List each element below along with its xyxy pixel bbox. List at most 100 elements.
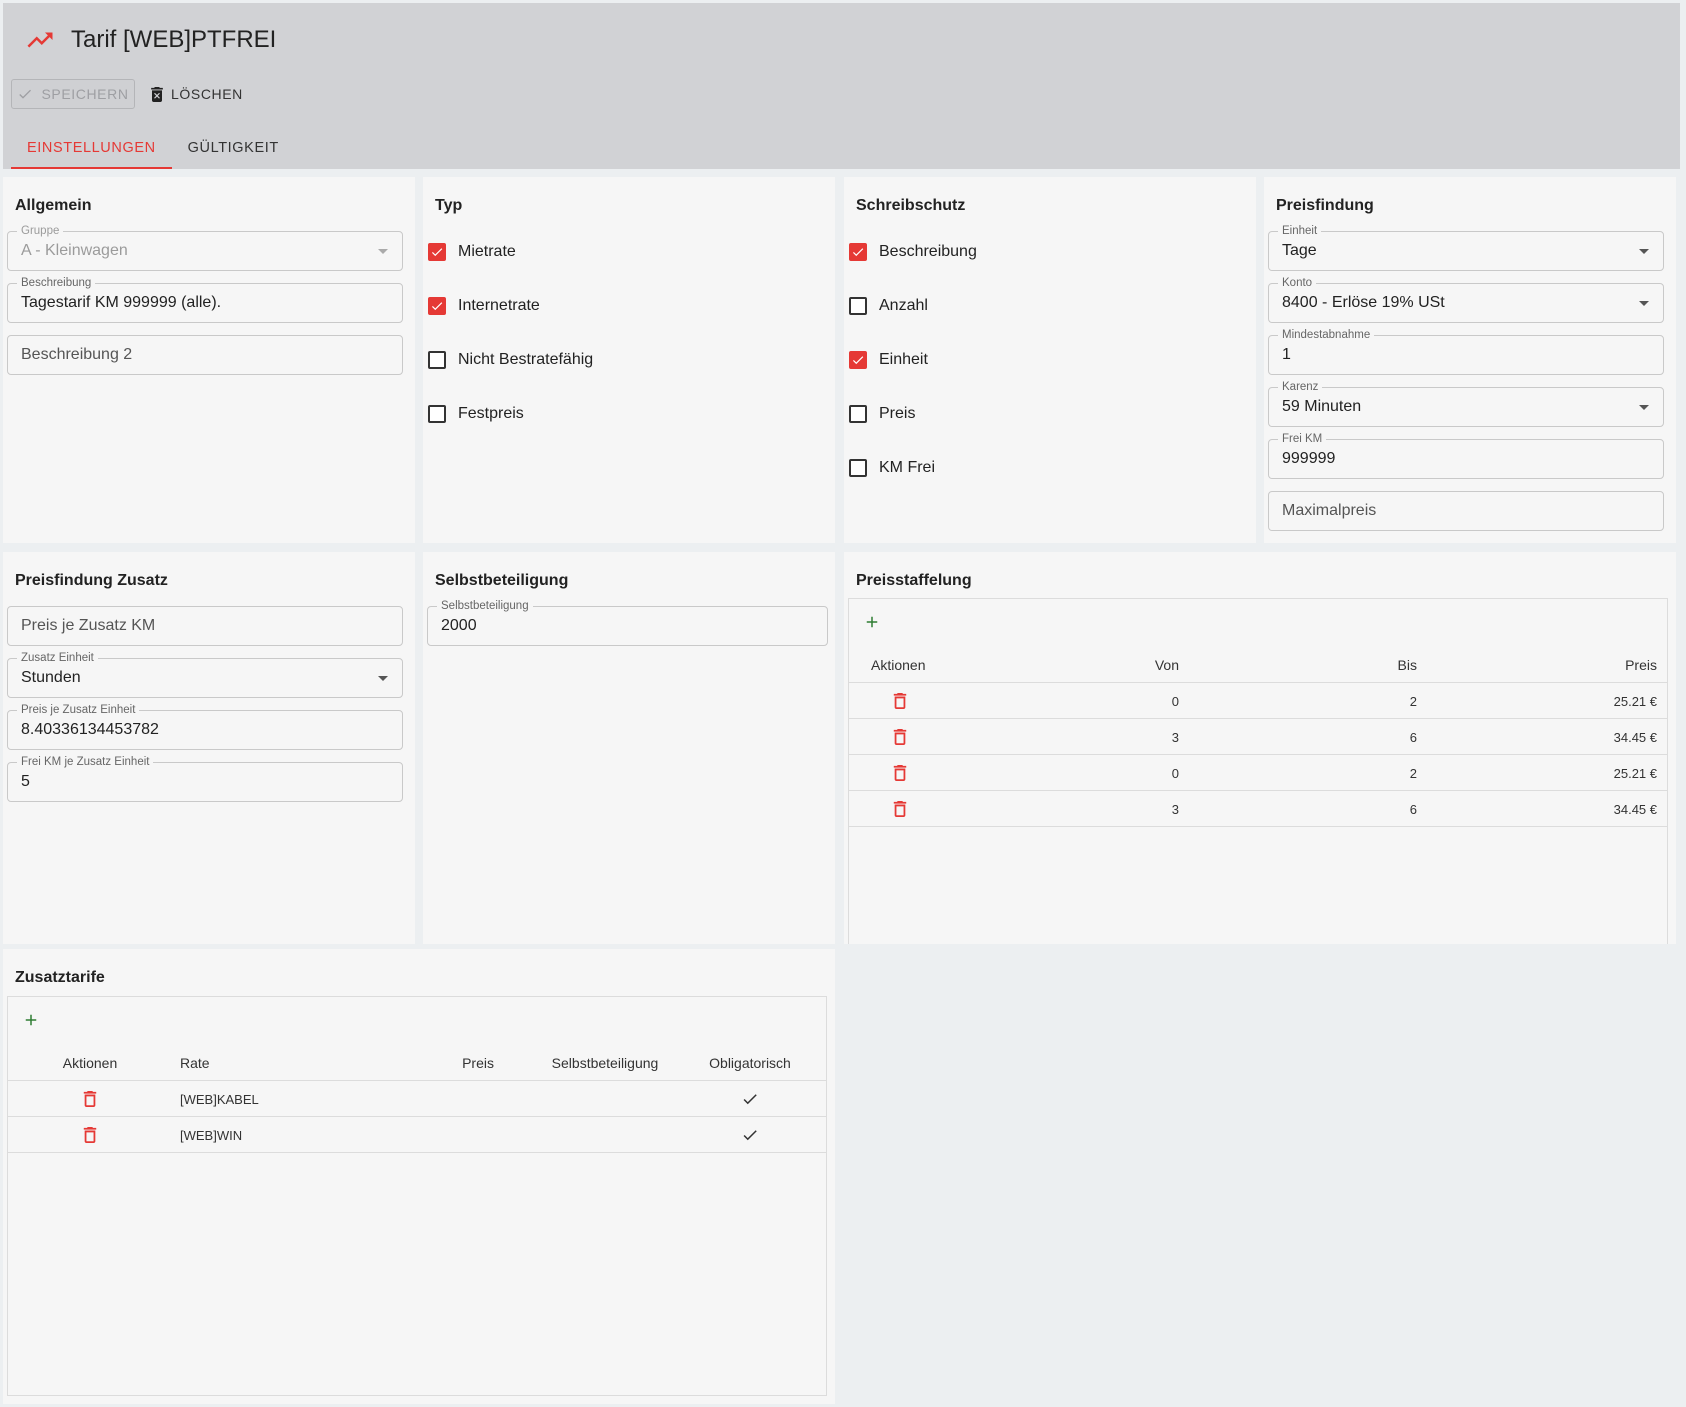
- table-row: 3 6 34.45 €: [849, 791, 1667, 827]
- preis-je-zusatz-einheit-field[interactable]: Preis je Zusatz Einheit 8.40336134453782: [7, 703, 403, 750]
- add-icon[interactable]: [863, 613, 881, 631]
- column-header[interactable]: Selbstbeteiligung: [551, 1055, 659, 1071]
- table-row: 0 2 25.21 €: [849, 683, 1667, 719]
- column-header[interactable]: Aktionen: [871, 657, 926, 673]
- field-placeholder: Maximalpreis: [1282, 502, 1377, 519]
- checkbox-box[interactable]: [428, 405, 446, 423]
- trash-icon[interactable]: [893, 693, 907, 709]
- cell-preis: 34.45 €: [1613, 801, 1657, 817]
- column-header[interactable]: Preis: [1625, 657, 1657, 673]
- trash-icon[interactable]: [893, 729, 907, 745]
- trash-icon[interactable]: [83, 1091, 97, 1107]
- row-actions: [83, 1081, 103, 1117]
- einheit-select[interactable]: Einheit Tage: [1268, 224, 1664, 271]
- tab-gueltigkeit[interactable]: GÜLTIGKEIT: [187, 140, 279, 156]
- checkbox-internetrate[interactable]: Internetrate: [428, 297, 540, 315]
- checkbox-box[interactable]: [428, 297, 446, 315]
- checkbox-box[interactable]: [428, 243, 446, 261]
- checkbox-box[interactable]: [428, 351, 446, 369]
- frei-km-field[interactable]: Frei KM 999999: [1268, 432, 1664, 479]
- checkbox-box[interactable]: [849, 405, 867, 423]
- field-label: Mindestabnahme: [1278, 328, 1375, 342]
- selbstbeteiligung-field[interactable]: Selbstbeteiligung 2000: [427, 599, 828, 646]
- field-value: Tagestarif KM 999999 (alle).: [21, 294, 222, 311]
- row-actions: [893, 755, 913, 791]
- gruppe-select[interactable]: Gruppe A - Kleinwagen: [7, 224, 403, 271]
- column-header[interactable]: Preis: [462, 1055, 494, 1071]
- panel-preisstaffelung: Preisstaffelung Aktionen Von Bis Preis 0…: [844, 552, 1676, 944]
- zusatztarife-table: Aktionen Rate Preis Selbstbeteiligung Ob…: [7, 996, 827, 1396]
- field-value: 1: [1282, 346, 1291, 363]
- add-icon[interactable]: [22, 1011, 40, 1029]
- beschreibung2-field[interactable]: Beschreibung 2: [7, 335, 403, 375]
- checkbox-preis[interactable]: Preis: [849, 405, 915, 423]
- checkbox-label: Einheit: [879, 351, 928, 368]
- field-label: Karenz: [1278, 380, 1323, 394]
- panel-title: Zusatztarife: [15, 969, 105, 986]
- tab-einstellungen[interactable]: EINSTELLUNGEN: [11, 127, 172, 169]
- trash-icon[interactable]: [893, 801, 907, 817]
- panel-title: Typ: [435, 197, 463, 214]
- chevron-down-icon: [378, 249, 388, 254]
- beschreibung-field[interactable]: Beschreibung Tagestarif KM 999999 (alle)…: [7, 276, 403, 323]
- field-value: 999999: [1282, 450, 1336, 467]
- cell-rate: [WEB]KABEL: [180, 1091, 259, 1107]
- field-label: Beschreibung: [17, 276, 96, 290]
- checkbox-km-frei[interactable]: KM Frei: [849, 459, 935, 477]
- column-header[interactable]: Bis: [1397, 657, 1417, 673]
- panel-title: Schreibschutz: [856, 197, 966, 214]
- checkbox-label: Internetrate: [458, 297, 540, 314]
- checkbox-label: Anzahl: [879, 297, 928, 314]
- checkbox-label: Festpreis: [458, 405, 524, 422]
- checkbox-anzahl[interactable]: Anzahl: [849, 297, 928, 315]
- trash-icon[interactable]: [893, 765, 907, 781]
- checkbox-box[interactable]: [849, 459, 867, 477]
- preisstaffelung-table: Aktionen Von Bis Preis 0 2 25.21 € 3 6 3…: [848, 598, 1668, 944]
- save-button[interactable]: SPEICHERN: [11, 79, 135, 109]
- table-header: Aktionen Rate Preis Selbstbeteiligung Ob…: [8, 1045, 826, 1081]
- konto-select[interactable]: Konto 8400 - Erlöse 19% USt: [1268, 276, 1664, 323]
- field-placeholder: Preis je Zusatz KM: [21, 617, 156, 634]
- karenz-select[interactable]: Karenz 59 Minuten: [1268, 380, 1664, 427]
- check-icon: [431, 302, 443, 311]
- checkbox-mietrate[interactable]: Mietrate: [428, 243, 516, 261]
- frei-km-je-zusatz-einheit-field[interactable]: Frei KM je Zusatz Einheit 5: [7, 755, 403, 802]
- checkbox-box[interactable]: [849, 351, 867, 369]
- column-header[interactable]: Aktionen: [62, 1055, 118, 1071]
- preis-je-zusatz-km-field[interactable]: Preis je Zusatz KM: [7, 606, 403, 646]
- column-header[interactable]: Rate: [180, 1055, 210, 1071]
- mindestabnahme-field[interactable]: Mindestabnahme 1: [1268, 328, 1664, 375]
- cell-selbstbeteiligung: [530, 1081, 680, 1117]
- checkbox-label: KM Frei: [879, 459, 935, 476]
- maximalpreis-field[interactable]: Maximalpreis: [1268, 491, 1664, 531]
- delete-button[interactable]: LÖSCHEN: [143, 79, 251, 109]
- field-value: 5: [21, 773, 30, 790]
- panel-title: Preisfindung: [1276, 197, 1374, 214]
- cell-preis: [394, 1081, 494, 1117]
- cell-selbstbeteiligung: [530, 1117, 680, 1153]
- checkbox-nicht-bestratefaehig[interactable]: Nicht Bestratefähig: [428, 351, 593, 369]
- field-label: Frei KM: [1278, 432, 1327, 446]
- column-header[interactable]: Obligatorisch: [709, 1055, 791, 1071]
- trash-icon[interactable]: [83, 1127, 97, 1143]
- cell-von: 0: [1171, 693, 1179, 709]
- field-value: 8400 - Erlöse 19% USt: [1282, 294, 1445, 311]
- checkbox-label: Preis: [879, 405, 916, 422]
- checkbox-box[interactable]: [849, 297, 867, 315]
- delete-button-label: LÖSCHEN: [171, 86, 243, 102]
- checkbox-box[interactable]: [849, 243, 867, 261]
- table-row: 3 6 34.45 €: [849, 719, 1667, 755]
- field-placeholder: Beschreibung 2: [21, 346, 133, 363]
- cell-von: 3: [1171, 729, 1179, 745]
- column-header[interactable]: Von: [1154, 657, 1179, 673]
- checkbox-festpreis[interactable]: Festpreis: [428, 405, 524, 423]
- cell-preis: [394, 1117, 494, 1153]
- checkbox-beschreibung[interactable]: Beschreibung: [849, 243, 977, 261]
- chevron-down-icon: [1639, 301, 1649, 306]
- chevron-down-icon: [1639, 249, 1649, 254]
- cell-preis: 25.21 €: [1613, 765, 1657, 781]
- cell-bis: 6: [1409, 729, 1417, 745]
- checkbox-einheit[interactable]: Einheit: [849, 351, 928, 369]
- field-value: Tage: [1282, 242, 1317, 259]
- zusatz-einheit-select[interactable]: Zusatz Einheit Stunden: [7, 651, 403, 698]
